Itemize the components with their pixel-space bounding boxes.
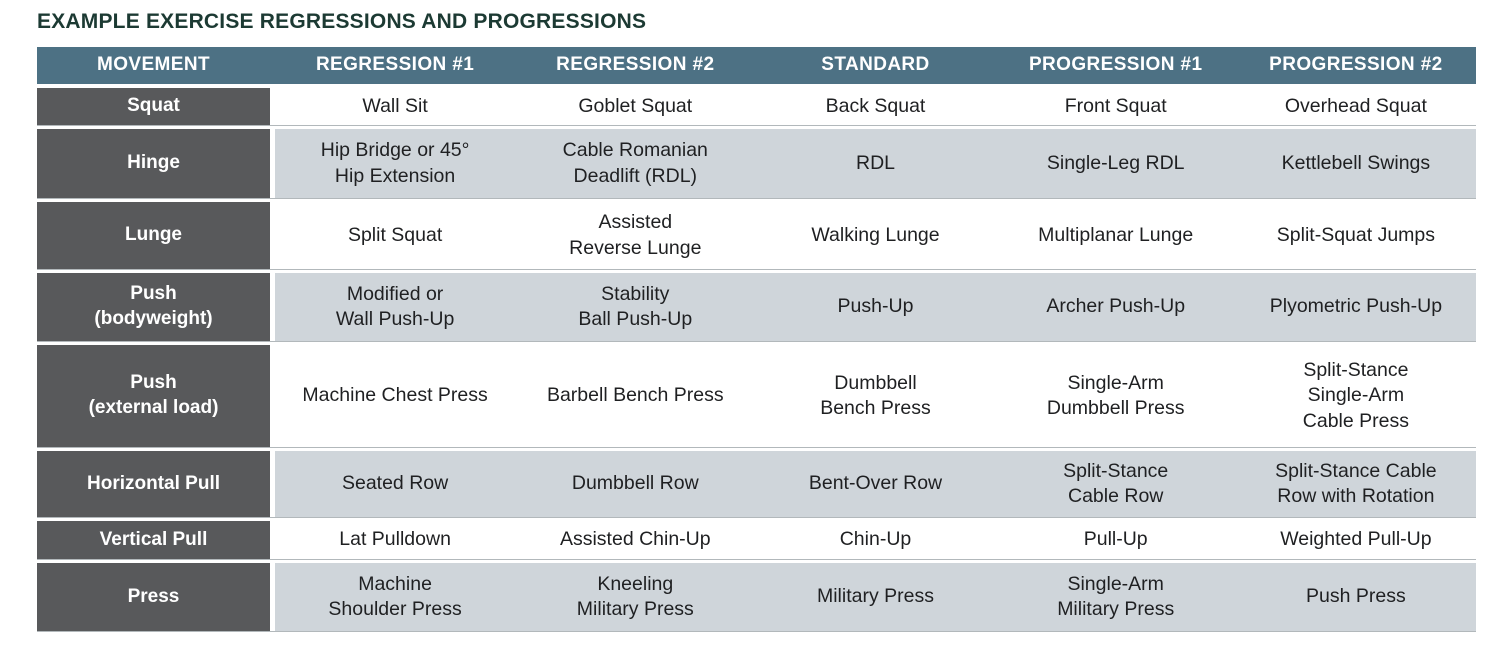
exercise-cell: Archer Push-Up <box>995 273 1236 341</box>
movement-cell: Hinge <box>37 129 275 198</box>
header-cell: REGRESSION #1 <box>275 47 516 84</box>
exercise-cell: Assisted Chin-Up <box>515 521 756 559</box>
table-row: Press Machine Shoulder Press Kneeling Mili… <box>37 563 1476 631</box>
exercise-cell: Kettlebell Swings <box>1235 129 1476 198</box>
exercise-cell: Split-Squat Jumps <box>1235 202 1476 269</box>
movement-cell: Lunge <box>37 202 275 269</box>
exercise-cell: Goblet Squat <box>515 88 756 125</box>
table-row: Squat Wall Sit Goblet Squat Back Squat Front… <box>37 88 1476 125</box>
exercise-cell: Multiplanar Lunge <box>995 202 1236 269</box>
table-row: Vertical Pull Lat Pulldown Assisted Chin-U… <box>37 521 1476 559</box>
exercise-cell: Weighted Pull-Up <box>1235 521 1476 559</box>
table-row: Hinge Hip Bridge or 45° Hip Extension Cabl… <box>37 129 1476 198</box>
table-row: Push (bodyweight) Modified or Wall Push-U… <box>37 273 1476 341</box>
exercise-cell: Machine Shoulder Press <box>275 563 516 631</box>
exercise-cell: Overhead Squat <box>1235 88 1476 125</box>
header-cell: MOVEMENT <box>37 47 275 84</box>
exercise-cell: Single-Leg RDL <box>995 129 1236 198</box>
exercise-cell: Split-Stance Single-Arm Cable Press <box>1235 345 1476 447</box>
exercise-cell: Lat Pulldown <box>275 521 516 559</box>
movement-cell: Press <box>37 563 275 631</box>
exercise-cell: Military Press <box>755 563 996 631</box>
exercise-cell: Plyometric Push-Up <box>1235 273 1476 341</box>
header-cell: PROGRESSION #2 <box>1235 47 1476 84</box>
exercise-cell: RDL <box>755 129 996 198</box>
page-title: EXAMPLE EXERCISE REGRESSIONS AND PROGRES… <box>37 10 647 33</box>
exercise-cell: Cable Romanian Deadlift (RDL) <box>515 129 756 198</box>
exercise-cell: Assisted Reverse Lunge <box>515 202 756 269</box>
exercise-cell: Chin-Up <box>755 521 996 559</box>
header-cell: STANDARD <box>755 47 996 84</box>
table-row: Lunge Split Squat Assisted Reverse Lunge Wa… <box>37 202 1476 269</box>
exercise-cell: Split-Stance Cable Row <box>995 451 1236 517</box>
exercise-cell: Wall Sit <box>275 88 516 125</box>
table-header-row: MOVEMENT REGRESSION #1 REGRESSION #2 STANDA… <box>37 47 1476 84</box>
exercise-table: MOVEMENT REGRESSION #1 REGRESSION #2 STANDA… <box>37 47 1476 631</box>
exercise-cell: Kneeling Military Press <box>515 563 756 631</box>
exercise-cell: Dumbbell Row <box>515 451 756 517</box>
movement-cell: Push (external load) <box>37 345 275 447</box>
exercise-cell: Bent-Over Row <box>755 451 996 517</box>
movement-cell: Vertical Pull <box>37 521 275 559</box>
exercise-cell: Split-Stance Cable Row with Rotation <box>1235 451 1476 517</box>
exercise-cell: Back Squat <box>755 88 996 125</box>
table-row: Horizontal Pull Seated Row Dumbbell Row Ben… <box>37 451 1476 517</box>
movement-cell: Horizontal Pull <box>37 451 275 517</box>
page: EXAMPLE EXERCISE REGRESSIONS AND PROGRES… <box>37 10 1476 631</box>
exercise-cell: Walking Lunge <box>755 202 996 269</box>
exercise-cell: Seated Row <box>275 451 516 517</box>
exercise-cell: Stability Ball Push-Up <box>515 273 756 341</box>
exercise-cell: Pull-Up <box>995 521 1236 559</box>
exercise-cell: Split Squat <box>275 202 516 269</box>
exercise-cell: Single-Arm Dumbbell Press <box>995 345 1236 447</box>
exercise-cell: Modified or Wall Push-Up <box>275 273 516 341</box>
exercise-cell: Hip Bridge or 45° Hip Extension <box>275 129 516 198</box>
exercise-cell: Barbell Bench Press <box>515 345 756 447</box>
exercise-cell: Front Squat <box>995 88 1236 125</box>
exercise-cell: Single-Arm Military Press <box>995 563 1236 631</box>
movement-cell: Push (bodyweight) <box>37 273 275 341</box>
header-cell: PROGRESSION #1 <box>995 47 1236 84</box>
header-cell: REGRESSION #2 <box>515 47 756 84</box>
exercise-cell: Push-Up <box>755 273 996 341</box>
exercise-cell: Machine Chest Press <box>275 345 516 447</box>
table-row: Push (external load) Machine Chest Press B… <box>37 345 1476 447</box>
exercise-cell: Push Press <box>1235 563 1476 631</box>
exercise-cell: Dumbbell Bench Press <box>755 345 996 447</box>
movement-cell: Squat <box>37 88 275 125</box>
